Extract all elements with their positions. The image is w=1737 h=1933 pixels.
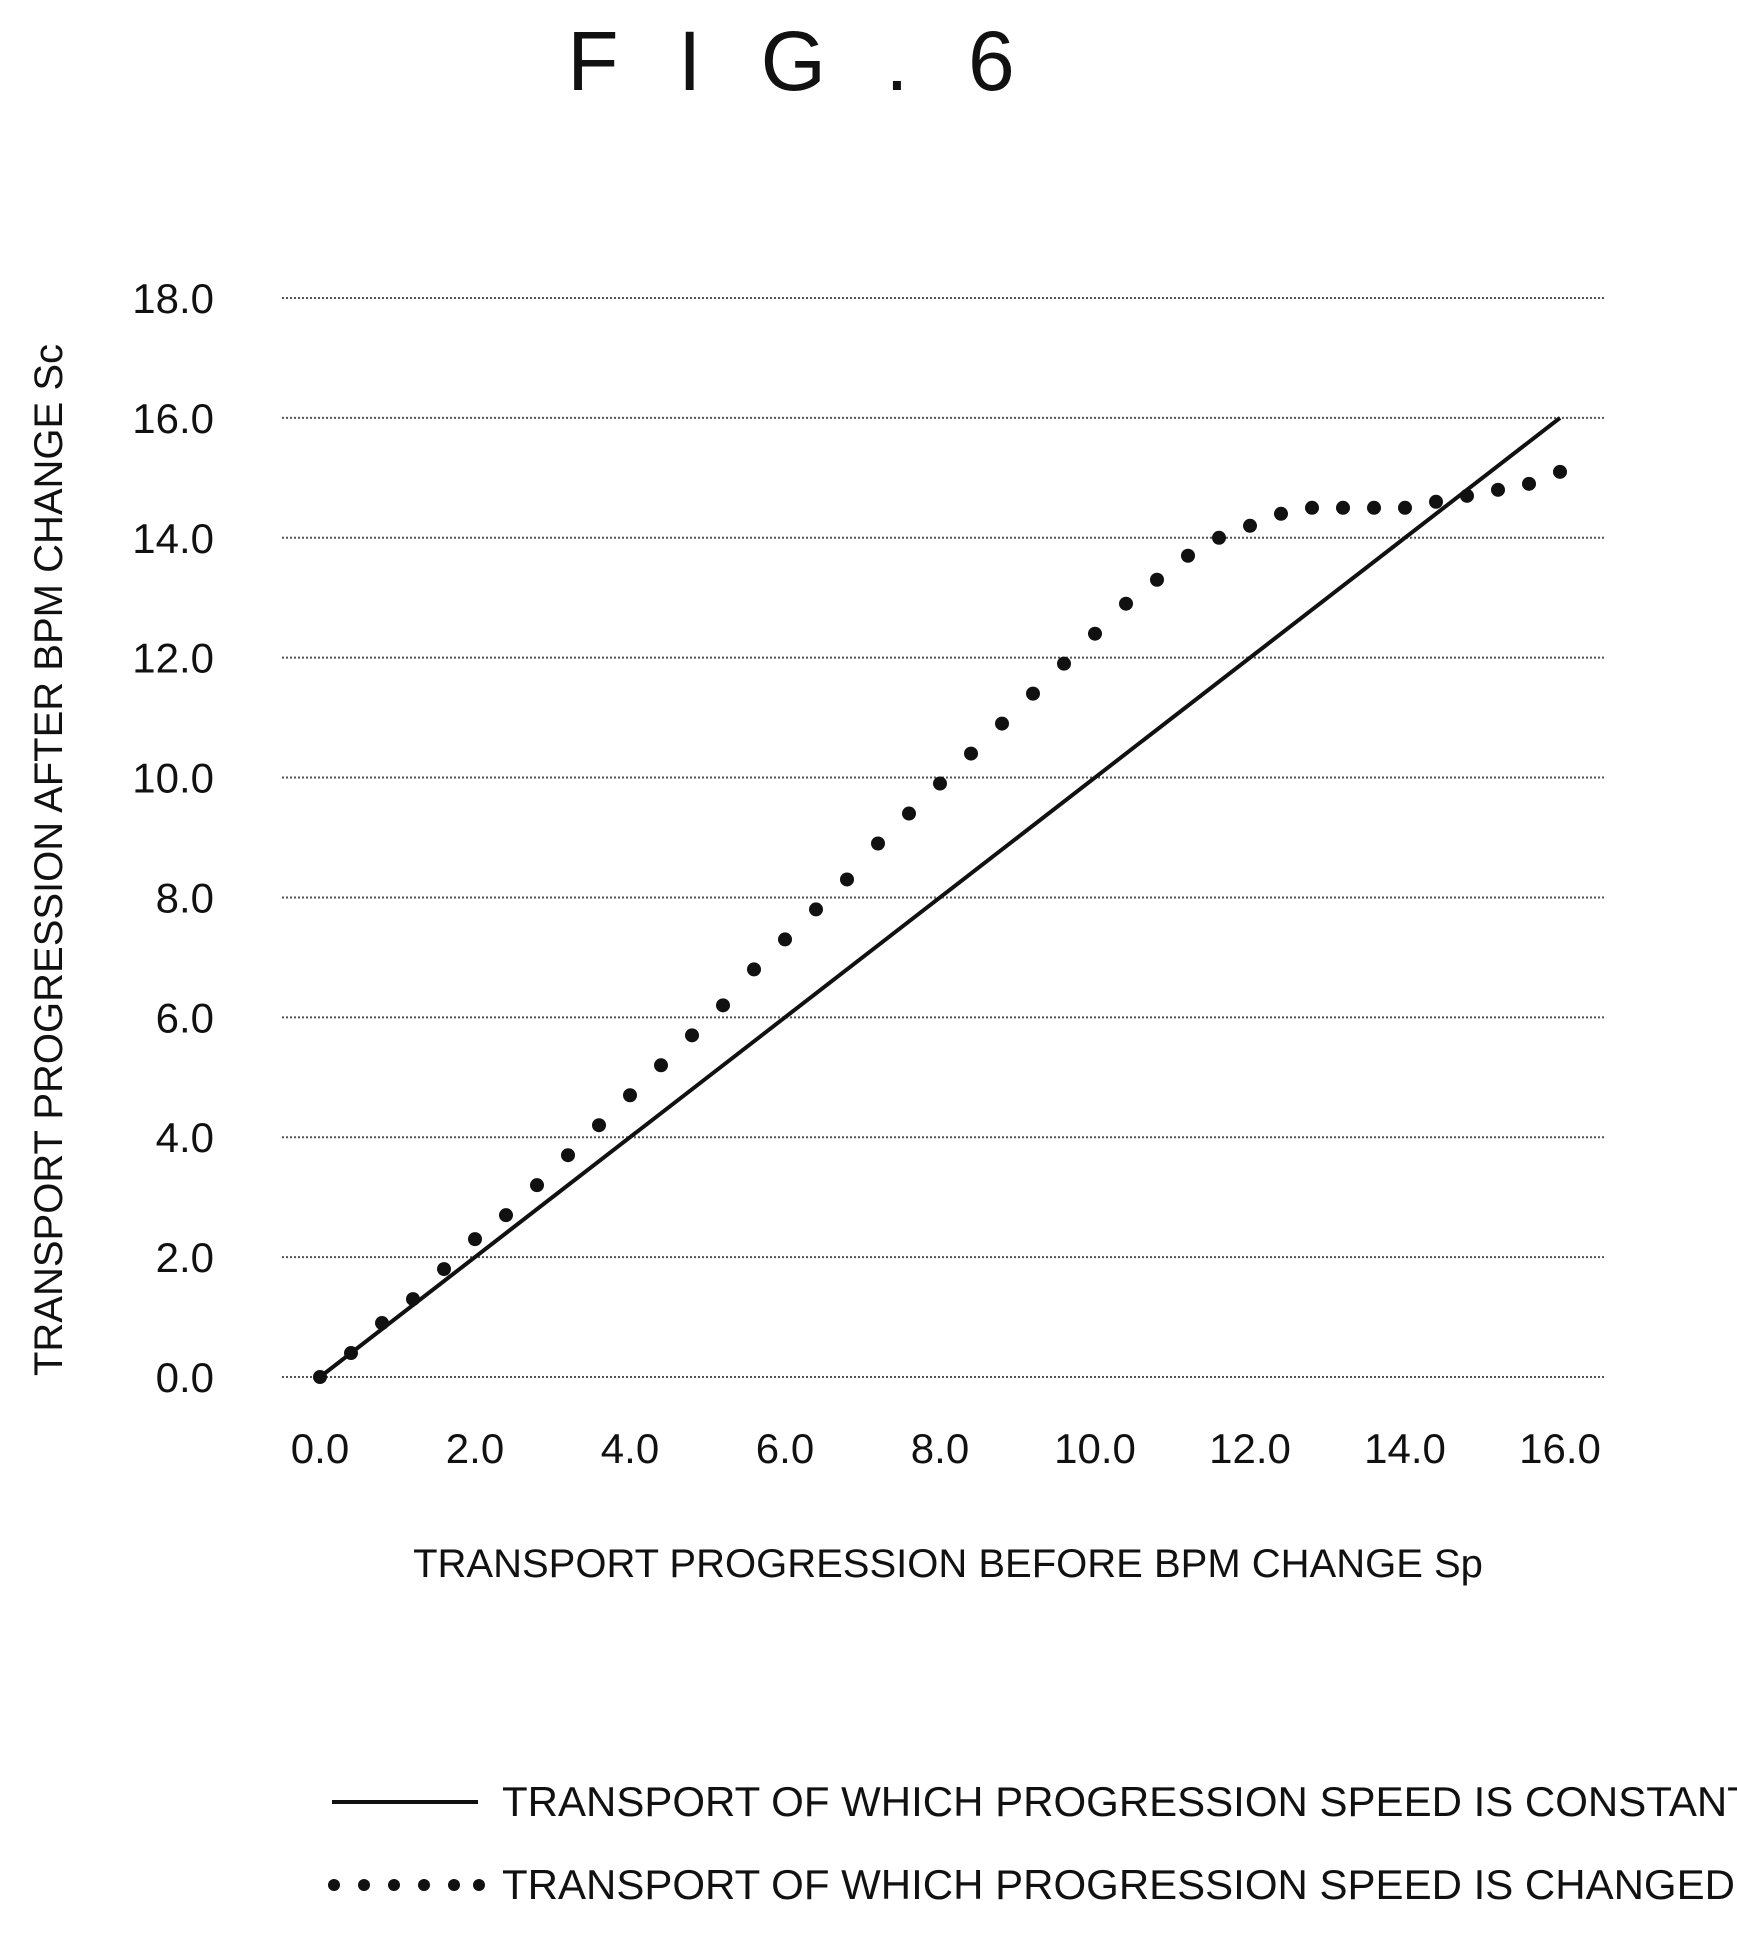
data-point <box>1491 482 1505 497</box>
data-point <box>1305 500 1319 515</box>
data-point <box>1212 530 1226 545</box>
data-point <box>1460 488 1474 503</box>
data-point <box>530 1178 544 1193</box>
y-tick-label: 10.0 <box>132 755 214 802</box>
data-point <box>685 1028 699 1043</box>
x-tick-label: 14.0 <box>1364 1425 1446 1472</box>
x-axis-ticks: 0.0 2.0 4.0 6.0 8.0 10.0 12.0 14.0 16.0 <box>291 1425 1601 1472</box>
data-point <box>499 1208 513 1223</box>
data-point <box>375 1316 389 1331</box>
legend-dot <box>418 1879 430 1891</box>
data-point <box>871 836 885 851</box>
x-tick-label: 12.0 <box>1209 1425 1291 1472</box>
data-point <box>654 1058 668 1073</box>
x-tick-label: 0.0 <box>291 1425 349 1472</box>
y-tick-label: 18.0 <box>132 275 214 322</box>
x-axis-label: TRANSPORT PROGRESSION BEFORE BPM CHANGE … <box>413 1542 1483 1586</box>
data-point <box>344 1346 358 1361</box>
data-point <box>840 872 854 887</box>
legend-swatch-changed <box>328 1879 485 1891</box>
data-point <box>933 776 947 791</box>
data-point <box>437 1262 451 1277</box>
data-point <box>1553 464 1567 479</box>
legend: TRANSPORT OF WHICH PROGRESSION SPEED IS … <box>328 1778 1737 1908</box>
data-point <box>1026 686 1040 701</box>
data-point <box>313 1370 327 1384</box>
data-point <box>1522 476 1536 491</box>
legend-dot <box>358 1879 370 1891</box>
data-point <box>406 1292 420 1307</box>
y-axis-label: TRANSPORT PROGRESSION AFTER BPM CHANGE S… <box>27 344 71 1376</box>
data-point <box>1336 500 1350 515</box>
legend-label-constant: TRANSPORT OF WHICH PROGRESSION SPEED IS … <box>502 1778 1737 1825</box>
y-tick-label: 16.0 <box>132 395 214 442</box>
legend-dot <box>328 1879 340 1891</box>
data-point <box>902 806 916 821</box>
data-point <box>716 998 730 1013</box>
data-point <box>1057 656 1071 671</box>
y-tick-label: 4.0 <box>156 1114 214 1161</box>
data-point <box>964 746 978 761</box>
x-tick-label: 4.0 <box>601 1425 659 1472</box>
y-tick-label: 0.0 <box>156 1354 214 1401</box>
data-point <box>778 932 792 947</box>
x-tick-label: 10.0 <box>1054 1425 1136 1472</box>
data-point <box>1429 494 1443 509</box>
x-tick-label: 16.0 <box>1519 1425 1601 1472</box>
data-point <box>468 1232 482 1247</box>
data-point <box>809 902 823 917</box>
data-point <box>561 1148 575 1163</box>
y-tick-label: 2.0 <box>156 1234 214 1281</box>
y-tick-label: 6.0 <box>156 994 214 1041</box>
data-point <box>1398 500 1412 515</box>
data-point <box>1088 626 1102 641</box>
x-tick-label: 6.0 <box>756 1425 814 1472</box>
data-point <box>1243 518 1257 533</box>
series-dots-changed <box>313 464 1567 1384</box>
data-point <box>1119 596 1133 611</box>
x-tick-label: 2.0 <box>446 1425 504 1472</box>
figure-title: F I G . 6 <box>567 14 1032 108</box>
y-axis-ticks: 0.0 2.0 4.0 6.0 8.0 10.0 12.0 14.0 16.0 18.0 <box>132 275 214 1401</box>
data-point <box>592 1118 606 1133</box>
x-tick-label: 8.0 <box>911 1425 969 1472</box>
series-line-constant <box>318 416 1562 1379</box>
y-tick-label: 12.0 <box>132 635 214 682</box>
data-point <box>995 716 1009 731</box>
gridlines <box>282 297 1604 1378</box>
y-tick-label: 14.0 <box>132 515 214 562</box>
data-point <box>747 962 761 977</box>
data-point <box>1150 572 1164 587</box>
series-layer <box>313 416 1567 1384</box>
data-point <box>1274 506 1288 521</box>
data-point <box>623 1088 637 1103</box>
data-point <box>1181 548 1195 563</box>
legend-dot <box>448 1879 460 1891</box>
legend-dot <box>473 1879 485 1891</box>
legend-dot <box>388 1879 400 1891</box>
y-tick-label: 8.0 <box>156 874 214 921</box>
data-point <box>1367 500 1381 515</box>
legend-label-changed: TRANSPORT OF WHICH PROGRESSION SPEED IS … <box>502 1861 1735 1908</box>
